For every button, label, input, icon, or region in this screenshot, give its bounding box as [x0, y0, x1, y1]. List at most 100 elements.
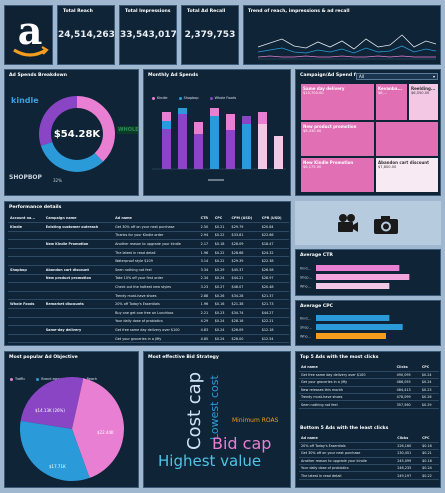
table-cell: $44.27	[259, 308, 289, 318]
trend-card[interactable]: Trend of reach, impressions & ad recall	[243, 5, 441, 65]
table-row[interactable]: The latest in read detail 1.96 $0.22 $28.68…	[8, 248, 289, 258]
table-cell: $34.74	[229, 308, 260, 318]
slice-brand-awareness[interactable]	[20, 420, 90, 481]
slice-whole-foods[interactable]	[38, 96, 77, 146]
campaign-spend-title: Campaign/Ad Spend for	[300, 73, 362, 78]
table-row[interactable]: Your daily dose of probiotics 246,235 $0.2…	[299, 464, 439, 473]
table-cell: $0.27	[212, 282, 230, 292]
column-header[interactable]: CPC	[212, 214, 230, 224]
table-cell: Your daily dose of probiotics	[113, 317, 199, 327]
video-camera-icon	[335, 213, 359, 239]
column-header[interactable]: Ad name	[113, 214, 199, 224]
treemap-tile[interactable]: Reelding... $6,550.00	[409, 84, 438, 120]
monthly-ad-spends-card[interactable]: Monthly Ad Spends Kindle Shopbop Whole F…	[143, 69, 291, 196]
average-cpc-card[interactable]: Average CPC Kind... Shop... Who...	[295, 300, 441, 346]
column-header[interactable]: CPC	[420, 435, 439, 443]
table-row[interactable]: Whole Foods Remarket discounts 20% off Tod…	[8, 299, 289, 310]
table-row[interactable]: Shopbop Abandon cart discount Seen nothing…	[8, 265, 289, 275]
bar[interactable]	[316, 324, 403, 330]
table-cell	[8, 274, 44, 284]
column-header[interactable]: CPC	[419, 364, 439, 372]
whole-foods-logo: WHOLE	[117, 126, 139, 134]
table-row[interactable]: Trendy must-have shoes 478,099 $0.26	[299, 393, 439, 402]
table-row[interactable]: Check out the hottest new styles 3.23 $0.2…	[8, 282, 289, 292]
slice-shopbop[interactable]	[40, 142, 104, 172]
table-row[interactable]: Seen nothing not feel 357,560 $0.29	[299, 400, 439, 409]
bar[interactable]	[316, 265, 400, 271]
table-cell: $0.22	[212, 231, 230, 241]
icons-card	[295, 201, 441, 245]
table-row[interactable]: Get your groceries in a jiffy 486,055 $0.2…	[299, 378, 439, 387]
table-cell: $22.38	[259, 256, 289, 267]
table-row[interactable]: Get free same day delivery over $100 490,…	[299, 371, 439, 380]
bar	[242, 124, 251, 169]
table-cell: 4.29	[198, 317, 213, 327]
table-cell: $18.47	[259, 239, 289, 249]
table-cell: 230,451	[395, 449, 421, 458]
table-header-row: Ad name Clicks CPC	[299, 435, 439, 443]
bar[interactable]	[316, 274, 410, 280]
table-row[interactable]: Buy one get one free on Lunchbox 2.21 $0.2…	[8, 308, 289, 318]
table-cell	[8, 291, 44, 301]
treemap-tile[interactable]: Abandon cart discount $7,800.00	[376, 158, 438, 192]
table-cell	[8, 325, 44, 335]
bar	[226, 130, 235, 169]
table-cell: $0.24	[212, 334, 230, 344]
table-row[interactable]: The latest in read detail 249,197 $0.22	[299, 471, 439, 480]
table-row[interactable]: Another reason to upgrade your kindle 245…	[299, 457, 439, 466]
column-header[interactable]: Clicks	[395, 435, 421, 443]
ad-spends-breakdown-card[interactable]: Ad Spends Breakdown kindle WHOLE SHOPBOP…	[4, 69, 139, 196]
table-row[interactable]: Get your groceries in a jiffy 4.85 $0.24 $2…	[8, 334, 289, 344]
column-header[interactable]: Campaign name	[43, 214, 114, 224]
treemap-tile[interactable]: New product promotion $8,430.00	[301, 122, 374, 156]
treemap-tile[interactable]	[376, 122, 438, 156]
column-header[interactable]: CPR (USD)	[259, 214, 289, 224]
table-row[interactable]: Get 30% off on your next purchase 230,451…	[299, 449, 439, 458]
table-row[interactable]: New releases this month 484,413 $0.23	[299, 386, 439, 395]
table-row[interactable]: New Kindle Promotion Another reason to up…	[8, 239, 289, 249]
campaign-select[interactable]: All ▾	[356, 73, 438, 80]
bar[interactable]	[316, 315, 390, 321]
bar[interactable]	[316, 283, 390, 289]
bar-label: Shop...	[300, 276, 312, 280]
column-header[interactable]: Account na...	[8, 214, 44, 224]
treemap-tile[interactable]: Kevanba... $8,...	[376, 84, 407, 120]
column-header[interactable]: CPM (USD)	[229, 214, 260, 224]
bid-strategy-card[interactable]: Most effective Bid Strategy Cost cap Low…	[143, 351, 291, 488]
objective-pie	[20, 377, 124, 481]
table-row[interactable]: Your daily dose of probiotics 4.29 $0.24 $2…	[8, 317, 289, 327]
performance-details-card[interactable]: Performance details Account na... Campai…	[4, 201, 291, 346]
logo-card: a	[4, 5, 53, 65]
slice-traffic[interactable]	[72, 378, 124, 478]
table-cell: 3.23	[198, 282, 213, 292]
table-row[interactable]: New product promotion Take 10% off your f…	[8, 274, 289, 284]
table-row[interactable]: Thanks for your Kindle order 2.94 $0.22 $33…	[8, 231, 289, 241]
treemap-tile[interactable]: New Kindle Promotion $6,175.00	[301, 158, 374, 192]
slice-reach[interactable]	[20, 377, 84, 429]
average-ctr-card[interactable]: Average CTR Kind... Shop... Who...	[295, 249, 441, 296]
table-cell: Check out the hottest new styles	[113, 282, 199, 292]
ad-objective-card[interactable]: Most popular Ad Objective Traffic Brand …	[4, 351, 139, 488]
treemap-tile[interactable]: Same day delivery $10,700.00	[301, 84, 374, 120]
table-cell: Trendy must-have shoes	[299, 393, 395, 402]
table-cell: $29.39	[229, 256, 260, 267]
campaign-spend-card[interactable]: Campaign/Ad Spend for All ▾ Same day del…	[295, 69, 441, 196]
table-cell: Get free same day delivery over $100	[299, 371, 395, 380]
slice-kindle[interactable]	[77, 96, 115, 162]
table-row[interactable]: Waterproof style $109 3.14 $0.22 $29.39 $22.…	[8, 256, 289, 267]
table-row[interactable]: 20% off Today's Essentials 226,160 $0.16	[299, 442, 439, 451]
top-ads-card[interactable]: Top 5 Ads with the most clicks Ad name C…	[295, 351, 441, 488]
column-header[interactable]: Clicks	[394, 364, 420, 372]
monthly-stacked-bars	[152, 108, 286, 181]
table-row[interactable]: Trendy must-have shoes 2.88 $0.26 $34.28 $21…	[8, 291, 289, 301]
monthly-legend: Kindle Shopbop Whole Foods	[152, 84, 242, 103]
table-cell: $0.24	[419, 378, 439, 387]
column-header[interactable]: Ad name	[299, 435, 396, 443]
table-row[interactable]: Same-day delivery Get free same day deliv…	[8, 325, 289, 335]
table-cell: 246,235	[395, 464, 421, 473]
column-header[interactable]: Ad name	[299, 364, 395, 372]
column-header[interactable]: CTR	[198, 214, 213, 224]
bar	[210, 108, 219, 116]
table-row[interactable]: Kindle Existing customer outreach Get 30% …	[8, 222, 289, 232]
bar[interactable]	[316, 333, 386, 339]
